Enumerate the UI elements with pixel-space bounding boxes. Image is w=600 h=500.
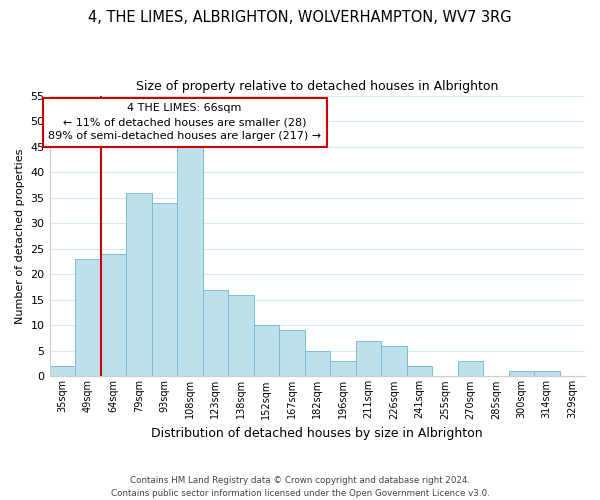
Y-axis label: Number of detached properties: Number of detached properties: [15, 148, 25, 324]
X-axis label: Distribution of detached houses by size in Albrighton: Distribution of detached houses by size …: [151, 427, 483, 440]
Bar: [381, 346, 407, 376]
Bar: [101, 254, 126, 376]
Bar: [177, 142, 203, 376]
Bar: [407, 366, 432, 376]
Text: Contains HM Land Registry data © Crown copyright and database right 2024.
Contai: Contains HM Land Registry data © Crown c…: [110, 476, 490, 498]
Bar: [50, 366, 75, 376]
Bar: [203, 290, 228, 376]
Bar: [152, 203, 177, 376]
Bar: [254, 326, 279, 376]
Title: Size of property relative to detached houses in Albrighton: Size of property relative to detached ho…: [136, 80, 499, 93]
Bar: [279, 330, 305, 376]
Text: 4 THE LIMES: 66sqm
← 11% of detached houses are smaller (28)
89% of semi-detache: 4 THE LIMES: 66sqm ← 11% of detached hou…: [48, 103, 321, 141]
Bar: [356, 340, 381, 376]
Bar: [75, 259, 101, 376]
Bar: [126, 192, 152, 376]
Text: 4, THE LIMES, ALBRIGHTON, WOLVERHAMPTON, WV7 3RG: 4, THE LIMES, ALBRIGHTON, WOLVERHAMPTON,…: [88, 10, 512, 25]
Bar: [228, 294, 254, 376]
Bar: [534, 372, 560, 376]
Bar: [458, 361, 483, 376]
Bar: [305, 351, 330, 376]
Bar: [330, 361, 356, 376]
Bar: [509, 372, 534, 376]
